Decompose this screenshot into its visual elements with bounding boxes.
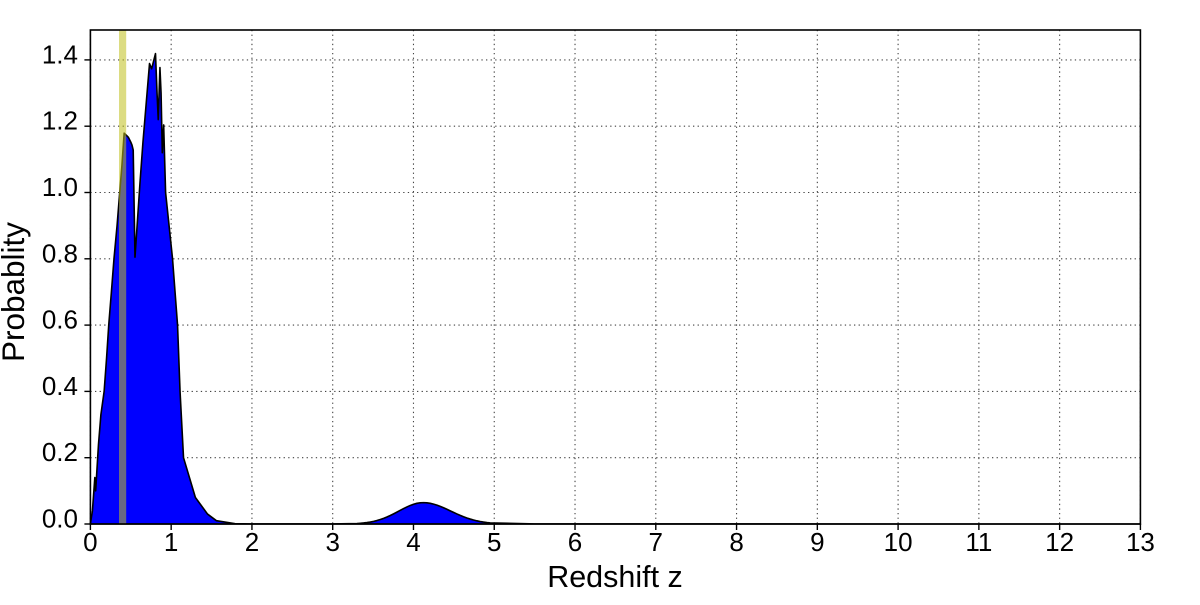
- svg-text:3: 3: [325, 527, 339, 557]
- svg-text:7: 7: [649, 527, 663, 557]
- svg-text:4: 4: [406, 527, 420, 557]
- svg-text:13: 13: [1126, 527, 1155, 557]
- svg-text:10: 10: [884, 527, 913, 557]
- svg-text:0.4: 0.4: [42, 371, 78, 401]
- svg-text:12: 12: [1045, 527, 1074, 557]
- svg-text:9: 9: [810, 527, 824, 557]
- svg-text:0.2: 0.2: [42, 437, 78, 467]
- svg-text:8: 8: [729, 527, 743, 557]
- svg-text:1.0: 1.0: [42, 172, 78, 202]
- svg-text:5: 5: [487, 527, 501, 557]
- svg-text:0.6: 0.6: [42, 305, 78, 335]
- svg-text:Redshift z: Redshift z: [547, 560, 683, 594]
- svg-text:0: 0: [83, 527, 97, 557]
- svg-text:1: 1: [164, 527, 178, 557]
- svg-text:0.0: 0.0: [42, 504, 78, 534]
- svg-text:6: 6: [568, 527, 582, 557]
- svg-text:0.8: 0.8: [42, 238, 78, 268]
- svg-text:1.2: 1.2: [42, 106, 78, 136]
- svg-text:2: 2: [245, 527, 259, 557]
- svg-text:11: 11: [965, 527, 992, 557]
- svg-text:1.4: 1.4: [42, 39, 78, 69]
- svg-text:Probablity: Probablity: [0, 222, 31, 362]
